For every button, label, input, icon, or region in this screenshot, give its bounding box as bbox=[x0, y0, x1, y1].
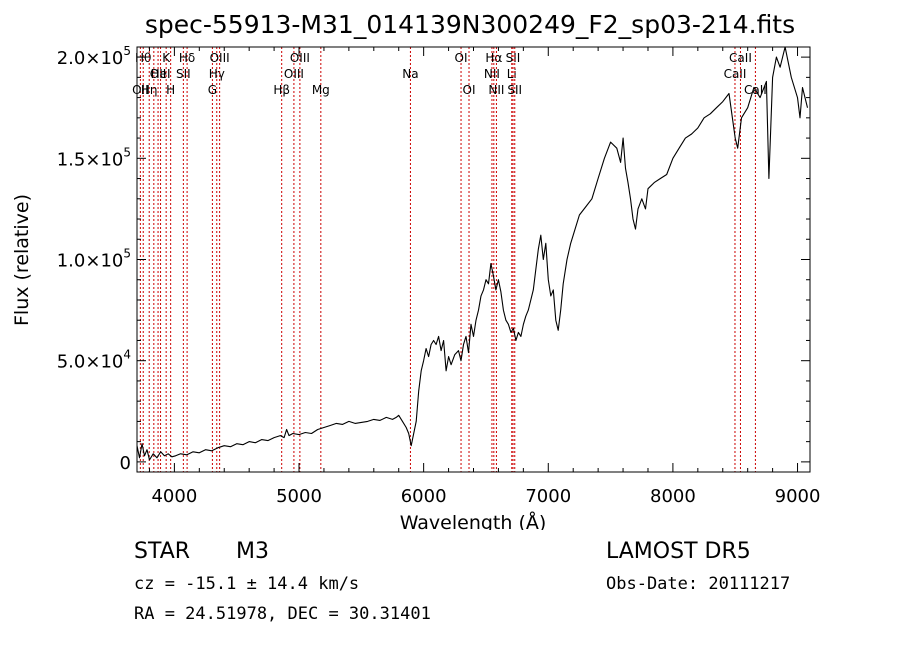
line-marker-label: NII bbox=[484, 67, 500, 81]
chart-title: spec-55913-M31_014139N300249_F2_sp03-214… bbox=[145, 10, 795, 39]
x-axis: 4000 5000 6000 7000 8000 9000 bbox=[148, 47, 821, 507]
survey-name: LAMOST DR5 bbox=[606, 539, 751, 564]
spectrum-line bbox=[136, 46, 809, 461]
line-marker-label: OIII bbox=[210, 51, 230, 65]
x-tick-label: 5000 bbox=[276, 486, 322, 507]
line-marker-label: Mg bbox=[312, 83, 330, 97]
spectrum-series bbox=[136, 46, 809, 461]
line-marker-label: HeI bbox=[151, 67, 171, 81]
y-tick-label: 1.5×105 bbox=[57, 145, 131, 170]
line-marker-label: Hγ bbox=[209, 67, 225, 81]
line-marker-label: OI bbox=[463, 83, 476, 97]
observation-date: Obs-Date: 20111217 bbox=[606, 574, 791, 594]
line-marker-label: SII bbox=[176, 67, 191, 81]
x-tick-label: 9000 bbox=[775, 486, 821, 507]
line-marker-label: NII bbox=[488, 83, 504, 97]
y-tick-label: 0 bbox=[120, 453, 131, 474]
line-marker-label: OIII bbox=[284, 67, 304, 81]
line-marker-label: Hα bbox=[485, 51, 502, 65]
object-subclass: M3 bbox=[236, 539, 269, 564]
x-tick-label: 8000 bbox=[650, 486, 696, 507]
x-tick-label: 6000 bbox=[401, 486, 447, 507]
x-tick-label: 4000 bbox=[151, 486, 197, 507]
sky-coordinates: RA = 24.51978, DEC = 30.31401 bbox=[134, 604, 431, 624]
line-marker-label: Li bbox=[507, 67, 517, 81]
y-tick-label: 1.0×105 bbox=[57, 247, 131, 272]
y-axis-label: Flux (relative) bbox=[11, 194, 33, 326]
line-marker-label: Hδ bbox=[179, 51, 195, 65]
line-marker-label: SII bbox=[506, 51, 521, 65]
x-tick-label: 7000 bbox=[525, 486, 571, 507]
line-marker-label: Hη bbox=[141, 83, 158, 97]
emission-line-markers: OIIHθHηOIIHeIKHSIIHδGHγOIIIHβOIIIOIIIMgN… bbox=[132, 47, 767, 472]
x-axis-label: Wavelength (Å) bbox=[400, 511, 547, 530]
line-marker-label: K bbox=[162, 51, 171, 65]
line-marker-label: SII bbox=[507, 83, 522, 97]
y-tick-label: 5.0×104 bbox=[57, 348, 131, 373]
object-class: STAR bbox=[134, 539, 191, 564]
spectrum-chart: spec-55913-M31_014139N300249_F2_sp03-214… bbox=[11, 10, 821, 530]
line-marker-label: Hβ bbox=[273, 83, 290, 97]
y-tick-label: 2.0×105 bbox=[57, 44, 131, 69]
line-marker-label: Hθ bbox=[135, 51, 151, 65]
line-marker-label: G bbox=[208, 83, 217, 97]
y-axis: 0 5.0×104 1.0×105 1.5×105 2.0×105 bbox=[57, 44, 810, 474]
line-marker-label: OII bbox=[132, 83, 149, 97]
line-marker-label: CaII bbox=[724, 67, 747, 81]
line-marker-label: OII bbox=[150, 67, 167, 81]
plot-frame bbox=[136, 46, 811, 473]
line-marker-label: H bbox=[166, 83, 175, 97]
redshift-velocity: cz = -15.1 ± 14.4 km/s bbox=[134, 574, 360, 594]
line-marker-label: OIII bbox=[290, 51, 310, 65]
line-marker-label: OI bbox=[455, 51, 468, 65]
line-marker-label: Na bbox=[402, 67, 418, 81]
line-marker-label: CaII bbox=[729, 51, 752, 65]
